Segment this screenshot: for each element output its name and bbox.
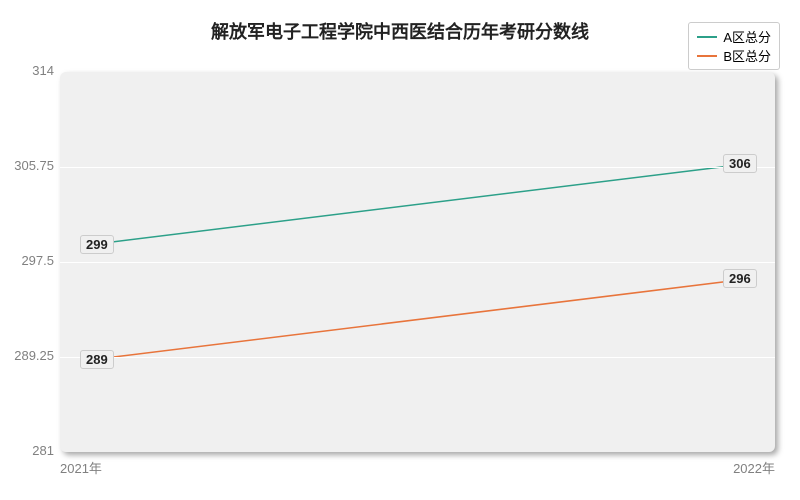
series-line bbox=[90, 279, 745, 360]
y-tick-label: 305.75 bbox=[14, 158, 54, 173]
data-label: 289 bbox=[80, 350, 114, 369]
series-line bbox=[90, 164, 745, 245]
score-line-chart: 解放军电子工程学院中西医结合历年考研分数线 A区总分B区总分 281289.25… bbox=[0, 0, 800, 500]
y-tick-label: 281 bbox=[32, 443, 54, 458]
y-tick-label: 289.25 bbox=[14, 348, 54, 363]
x-tick-label: 2021年 bbox=[60, 458, 102, 477]
grid-line bbox=[60, 167, 775, 168]
data-label: 296 bbox=[723, 269, 757, 288]
grid-line bbox=[60, 262, 775, 263]
grid-line bbox=[60, 357, 775, 358]
line-layer bbox=[0, 0, 800, 500]
y-tick-label: 297.5 bbox=[21, 253, 54, 268]
y-tick-label: 314 bbox=[32, 63, 54, 78]
data-label: 299 bbox=[80, 235, 114, 254]
x-tick-label: 2022年 bbox=[733, 458, 775, 477]
data-label: 306 bbox=[723, 154, 757, 173]
